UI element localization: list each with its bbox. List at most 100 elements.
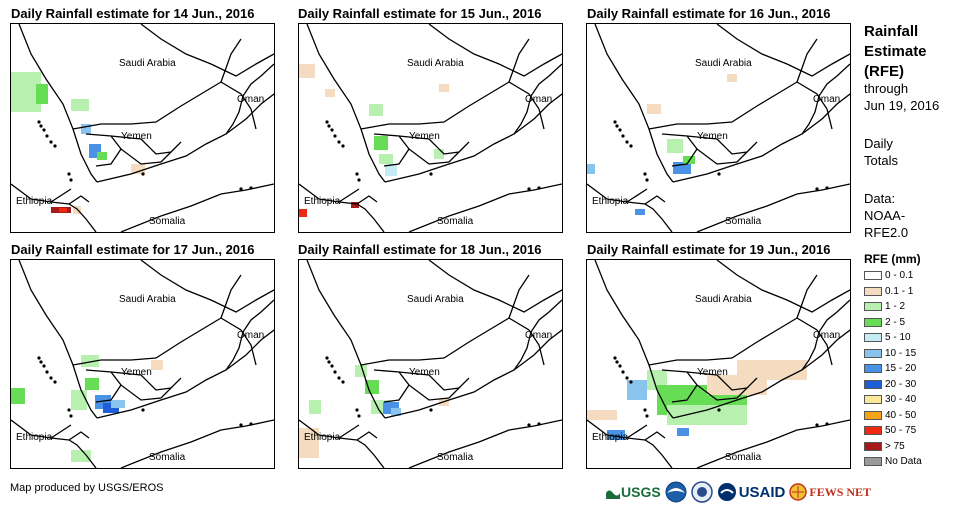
rainfall-cell (11, 388, 25, 404)
island (355, 408, 359, 412)
gulf-coast (428, 260, 562, 313)
label-oman: Oman (525, 330, 552, 341)
label-saudi-arabia: Saudi Arabia (119, 58, 176, 69)
label-ethiopia: Ethiopia (304, 196, 341, 207)
coastline-saudi-red-sea (18, 260, 98, 419)
legend-swatch (864, 302, 882, 311)
side-title-line2: Estimate (864, 43, 927, 60)
island (613, 120, 617, 124)
border-ethiopia (11, 419, 72, 439)
legend-label: 40 - 50 (885, 409, 917, 421)
border-saudi-oman (508, 38, 530, 83)
coastline-somalia (408, 419, 562, 468)
island (629, 380, 633, 384)
border-yemen-oman (220, 317, 257, 366)
noaa-logo (665, 480, 687, 504)
coastline-somalia (120, 419, 274, 468)
label-somalia: Somalia (437, 452, 474, 463)
legend-label: 50 - 75 (885, 425, 917, 436)
rainfall-cell (81, 124, 91, 134)
border-saudi-oman (220, 274, 242, 319)
label-yemen: Yemen (697, 131, 728, 142)
rainfall-cell (85, 378, 99, 390)
rainfall-cell (111, 400, 125, 408)
legend-item: 20 - 30 (864, 377, 916, 392)
rainfall-cell (647, 104, 661, 114)
fewsnet-logo: FEWS NET (789, 480, 871, 504)
island (613, 356, 617, 360)
island (815, 423, 819, 427)
map-15jun: Saudi Arabia Oman Yemen Ethiopia Somalia (298, 23, 563, 233)
map-19jun: Saudi Arabia Oman Yemen Ethiopia Somalia (586, 259, 851, 469)
island (645, 414, 649, 418)
island (239, 423, 243, 427)
legend-item: 0.1 - 1 (864, 284, 913, 299)
border-ethiopia (299, 419, 360, 439)
label-yemen: Yemen (409, 131, 440, 142)
panel-title-16jun: Daily Rainfall estimate for 16 Jun., 201… (587, 6, 831, 21)
island (527, 423, 531, 427)
border-yemen-oman (508, 81, 545, 130)
label-somalia: Somalia (725, 452, 762, 463)
legend-label: No Data (885, 456, 922, 467)
yemen-admin-2 (398, 135, 470, 155)
legend-swatch (864, 410, 882, 420)
coastline-saudi-red-sea (18, 24, 98, 183)
side-source2: RFE2.0 (864, 225, 909, 240)
rainfall-cell (379, 154, 393, 164)
legend-item: 0 - 0.1 (864, 268, 913, 283)
coastline-arabia-south (96, 93, 274, 183)
rainfall-cell (351, 202, 359, 208)
border-yemen-oman (220, 81, 257, 130)
island (39, 360, 43, 364)
border-ethiopia (11, 183, 72, 203)
island (537, 186, 541, 190)
border-yemen-oman (796, 317, 833, 366)
map-16jun: Saudi Arabia Oman Yemen Ethiopia Somalia (586, 23, 851, 233)
island (53, 380, 57, 384)
side-title-line3: (RFE) (864, 63, 904, 80)
legend-item: 30 - 40 (864, 392, 916, 407)
panel-title-15jun: Daily Rainfall estimate for 15 Jun., 201… (298, 6, 542, 21)
border-saudi-yemen (360, 81, 510, 130)
rainfall-cell (309, 400, 321, 414)
legend-swatch (864, 333, 882, 342)
island (42, 128, 46, 132)
legend-item: 1 - 2 (864, 299, 905, 314)
island (643, 408, 647, 412)
island (355, 172, 359, 176)
border-ethiopia (299, 183, 360, 203)
rainfall-cell (677, 428, 689, 436)
yemen-admin-3 (408, 384, 460, 401)
rainfall-cell (707, 375, 767, 395)
side-through: through (864, 81, 909, 96)
island (69, 178, 73, 182)
coastline-saudi-red-sea (594, 260, 674, 419)
rainfall-cell (369, 104, 383, 116)
label-yemen: Yemen (697, 367, 728, 378)
island (825, 186, 829, 190)
panel-title-19jun: Daily Rainfall estimate for 19 Jun., 201… (587, 242, 831, 257)
legend-label: 30 - 40 (885, 394, 917, 405)
island (621, 370, 625, 374)
legend-swatch (864, 271, 882, 280)
rainfall-cell (97, 152, 107, 160)
island (327, 124, 331, 128)
rainfall-cell (374, 136, 388, 150)
rainfall-cell (365, 380, 379, 394)
legend-item: > 75 (864, 439, 905, 454)
island (333, 134, 337, 138)
island (717, 408, 721, 412)
border-djibouti (68, 195, 90, 205)
rainfall-cell (667, 139, 683, 153)
rainfall-cell (385, 164, 397, 176)
panel-title-14jun: Daily Rainfall estimate for 14 Jun., 201… (11, 6, 255, 21)
yemen-admin-1 (373, 369, 410, 403)
label-saudi-arabia: Saudi Arabia (407, 294, 464, 305)
legend-label: > 75 (885, 440, 905, 452)
rainfall-cell (36, 84, 48, 104)
label-saudi-arabia: Saudi Arabia (695, 294, 752, 305)
map-17jun: Saudi Arabia Oman Yemen Ethiopia Somalia (10, 259, 275, 469)
legend-swatch (864, 441, 882, 451)
legend-label: 2 - 5 (885, 316, 906, 328)
